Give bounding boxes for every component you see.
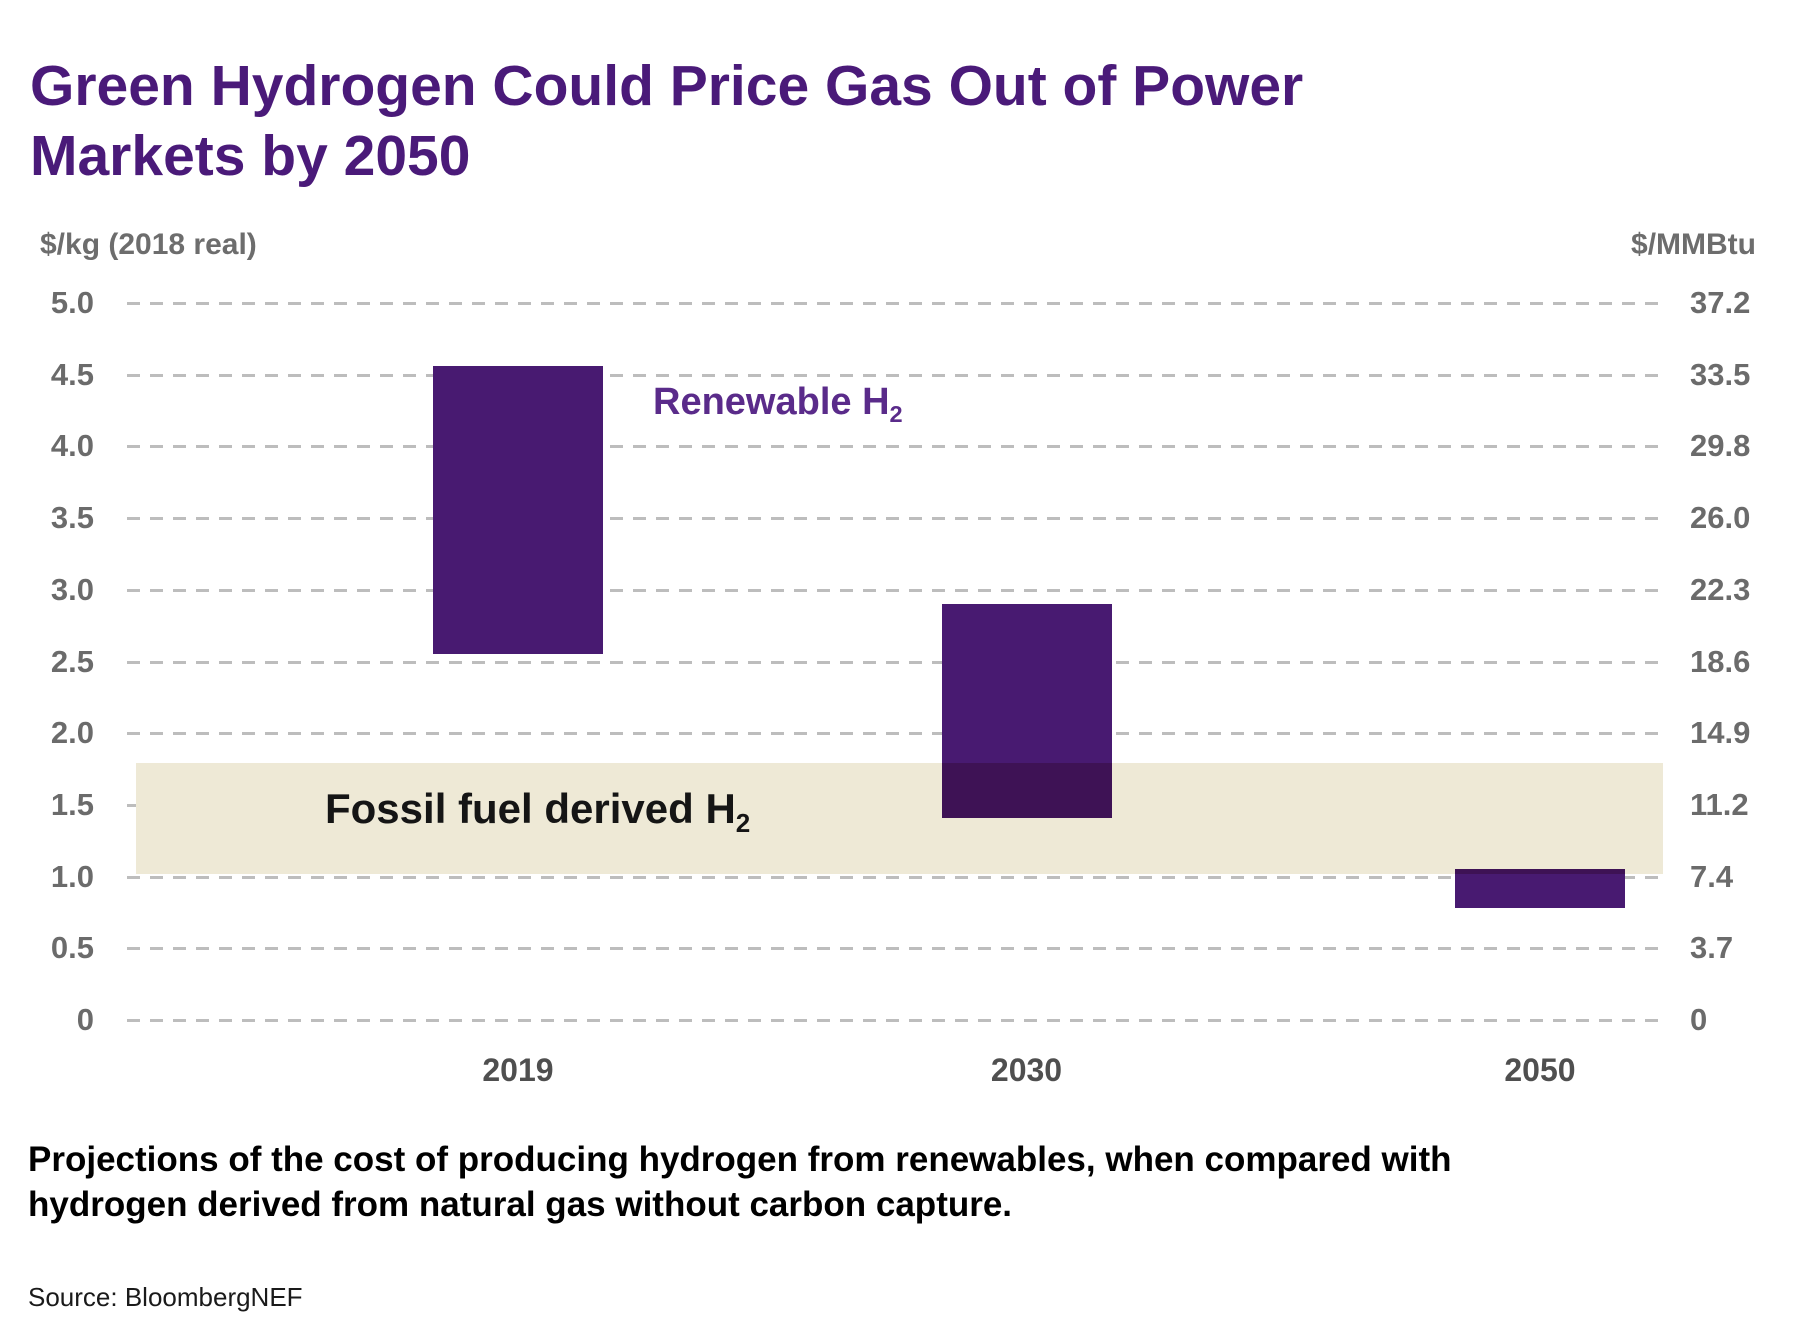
left-axis-tick-label: 0.5 [50,930,94,966]
gridline [127,1019,1662,1022]
bar-2030 [941,604,1112,818]
left-axis-tick-label: 2.5 [50,643,94,679]
gridline [127,588,1662,592]
left-axis-tick-label: 4.5 [50,356,94,392]
right-axis-tick-label: 7.4 [1690,858,1734,894]
right-axis-tick-label: 33.5 [1690,356,1751,392]
gridline [127,373,1662,377]
annotation-text: Renewable H [653,380,890,423]
right-axis-tick-label: 18.6 [1690,643,1751,679]
gridline [127,445,1662,449]
band-label-text: Fossil fuel derived H [325,785,736,833]
chart-caption: Projections of the cost of producing hyd… [28,1140,1452,1224]
right-axis-tick-label: 0 [1690,1002,1708,1037]
chart-title: Green Hydrogen Could Price Gas Out of Po… [30,54,1304,188]
band-label-subscript: 2 [735,808,751,839]
left-axis-tick-label: 0 [76,1002,94,1037]
x-tick-label-2019: 2019 [482,1052,554,1088]
right-axis-tick-label: 29.8 [1690,428,1751,464]
right-axis-tick-label: 37.2 [1690,285,1751,320]
bar-2019 [432,366,603,655]
right-axis-tick-label: 3.7 [1690,930,1734,966]
gridline [127,732,1662,736]
source-credit: Source: BloombergNEF [28,1282,303,1312]
bar-2050 [1454,869,1625,909]
left-axis-tick-label: 3.5 [50,500,94,536]
left-axis-tick-label: 1.5 [50,786,94,822]
left-axis-tick-label: 3.0 [50,571,94,607]
left-axis-tick-label: 4.0 [50,428,94,464]
renewable-h2-annotation: Renewable H2 [653,380,903,427]
x-tick-label-2050: 2050 [1504,1052,1576,1088]
fossil-fuel-band-label: Fossil fuel derived H2 [325,785,750,836]
left-axis-tick-label: 5.0 [50,285,94,320]
right-axis-tick-label: 11.2 [1690,786,1749,822]
left-axis-unit-label: $/kg (2018 real) [40,228,257,261]
gridline [127,660,1662,664]
gridline [127,517,1662,521]
right-axis-tick-label: 22.3 [1690,571,1751,607]
gridline [127,947,1662,951]
bar-band-overlap [1454,869,1625,874]
left-axis-tick-label: 1.0 [50,858,94,894]
left-axis-tick-label: 2.0 [50,715,94,751]
gridline [127,302,1662,305]
right-axis-tick-label: 14.9 [1690,715,1751,751]
fossil-fuel-band [136,763,1663,874]
right-axis-unit-label: $/MMBtu [1631,228,1756,261]
x-tick-label-2030: 2030 [990,1052,1063,1088]
annotation-subscript: 2 [889,400,903,427]
gridline [127,875,1662,879]
bar-band-overlap [941,763,1112,818]
plot-area: Fossil fuel derived H2 Renewable H2 [127,302,1663,1022]
right-axis-tick-label: 26.0 [1690,500,1751,536]
